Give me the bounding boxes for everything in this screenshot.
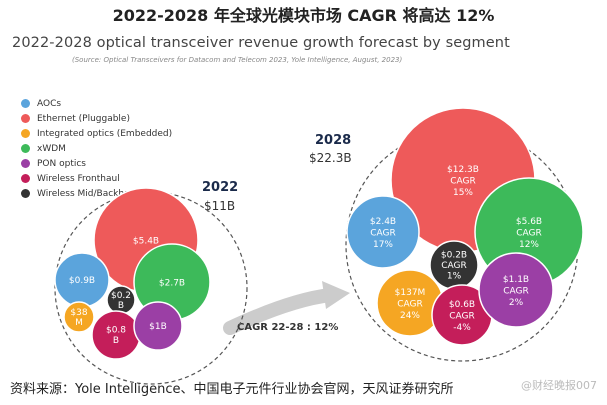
bubble-label-2028-4: $137M [395,288,426,298]
bubble-2022-6 [133,301,183,351]
bubble-label-2022-6: $1B [149,322,167,332]
legend-item-pon: PON optics [21,156,172,171]
legend-item-ethernet: Ethernet (Pluggable) [21,111,172,126]
cagr-arrow-head [322,281,350,309]
bubble-label-2028-2: $5.6B [516,217,542,227]
bubble-label-2022-5: $0.8 [106,326,126,336]
legend-item-integrated: Integrated optics (Embedded) [21,126,172,141]
chart-title: 2022-2028 optical transceiver revenue gr… [12,35,510,51]
legend-item-aocs: AOCs [21,96,172,111]
bubble-label-2028-3: $0.2B [441,250,467,260]
year-label-2028: 2028 [315,133,352,148]
bubble-label-2028-6: $1.1B [503,275,529,285]
total-label-2028: $22.3B [309,151,352,165]
bubble-label-2028-0: 15% [453,188,473,198]
bubble-label-2028-6: CAGR [503,286,529,296]
bubble-label-2022-5: B [113,336,119,346]
chart-legend: AOCs Ethernet (Pluggable) Integrated opt… [21,96,172,201]
cagr-arrow-label: CAGR 22-28 : 12% [237,322,338,333]
legend-dot [21,144,30,153]
legend-item-fronthaul: Wireless Fronthaul [21,171,172,186]
bubble-label-2022-4: M [75,318,83,328]
bubble-label-2022-0: $5.4B [133,236,159,246]
bubble-label-2028-2: 12% [519,240,539,250]
bubble-label-2022-3: B [118,301,124,311]
bubble-label-2028-4: CAGR [397,299,423,309]
bubble-label-2022-4: $38 [70,308,87,318]
legend-dot [21,99,30,108]
bubble-label-2028-0: $12.3B [447,165,479,175]
bubble-label-2022-2: $2.7B [159,278,185,288]
bubble-label-2028-2: CAGR [516,228,542,238]
legend-item-backhaul: Wireless Mid/Backhaul [21,186,172,201]
footer-source: 资料来源：Yole Intelligence、中国电子元件行业协会官网，天风证券… [10,382,454,397]
bubble-label-2028-5: $0.6B [449,300,475,310]
bubble-label-2022-3: $0.2 [111,291,131,301]
bubble-label-2028-6: 2% [509,298,524,308]
cagr-arrow-body [223,288,337,335]
bubble-label-2028-1: 17% [373,240,393,250]
bubble-2022-4 [63,301,95,333]
bubble-label-2028-0: CAGR [450,176,476,186]
bubble-label-2028-3: CAGR [441,261,467,271]
bubble-2028-1 [346,195,420,269]
year-label-2022: 2022 [202,180,239,195]
legend-dot [21,129,30,138]
chart-source: (Source: Optical Transceivers for Dataco… [72,56,403,64]
legend-dot [21,159,30,168]
legend-dot [21,114,30,123]
legend-item-xwdm: xWDM [21,141,172,156]
legend-dot [21,174,30,183]
bubble-label-2028-3: 1% [447,271,462,281]
bubble-label-2022-1: $0.9B [69,276,95,286]
bubble-label-2028-5: -4% [453,323,471,333]
bubble-label-2028-5: CAGR [449,311,475,321]
bubble-2028-6 [478,252,554,328]
legend-dot [21,189,30,198]
bubble-label-2028-1: $2.4B [370,217,396,227]
page-title: 2022-2028 年全球光模块市场 CAGR 将高达 12% [112,6,495,25]
bubble-label-2028-1: CAGR [370,228,396,238]
total-label-2022: $11B [204,199,236,213]
bubble-label-2028-4: 24% [400,311,420,321]
watermark: @财经晚报007 [521,379,597,392]
